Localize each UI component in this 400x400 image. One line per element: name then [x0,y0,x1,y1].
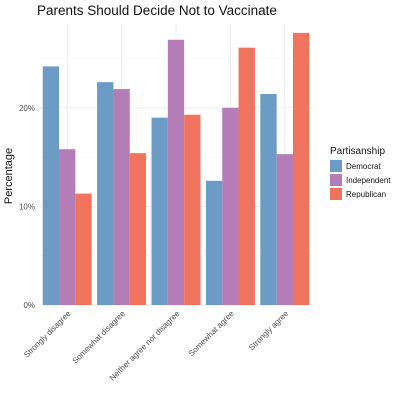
bar [151,117,168,306]
y-tick-labels: 0% 10% 20% [19,104,35,310]
y-axis-title: Percentage [3,148,15,204]
y-tick-label: 0% [23,301,35,310]
bar [184,114,201,305]
bar [113,89,130,305]
bar [129,153,147,305]
bar [222,107,239,306]
legend-swatch [330,188,342,200]
bar [238,47,255,306]
bar [292,32,310,305]
x-tick-label: Somewhat agree [187,309,237,359]
bar [205,180,223,305]
legend: Partisanship Democrat Independent Republic… [330,146,391,200]
bars [42,32,310,306]
bar [59,149,76,305]
legend-label: Democrat [346,162,381,171]
legend-swatch [330,174,342,186]
bar [276,154,293,305]
bar [260,94,277,305]
chart-title: Parents Should Decide Not to Vaccinate [37,3,277,18]
bar [167,39,185,305]
legend-swatch [330,160,342,172]
legend-label: Republican [346,190,386,199]
x-tick-label: Somewhat disagree [71,309,128,366]
bar [42,66,60,306]
legend-items: Democrat Independent Republican [330,160,391,200]
x-tick-label: Strongly agree [247,309,291,353]
y-tick-label: 10% [19,202,35,211]
x-tick-label: Strongly disagree [22,309,73,360]
legend-label: Independent [346,176,391,185]
legend-title: Partisanship [330,146,385,157]
bar [97,82,114,305]
y-tick-label: 20% [19,104,35,113]
bar [75,193,92,305]
